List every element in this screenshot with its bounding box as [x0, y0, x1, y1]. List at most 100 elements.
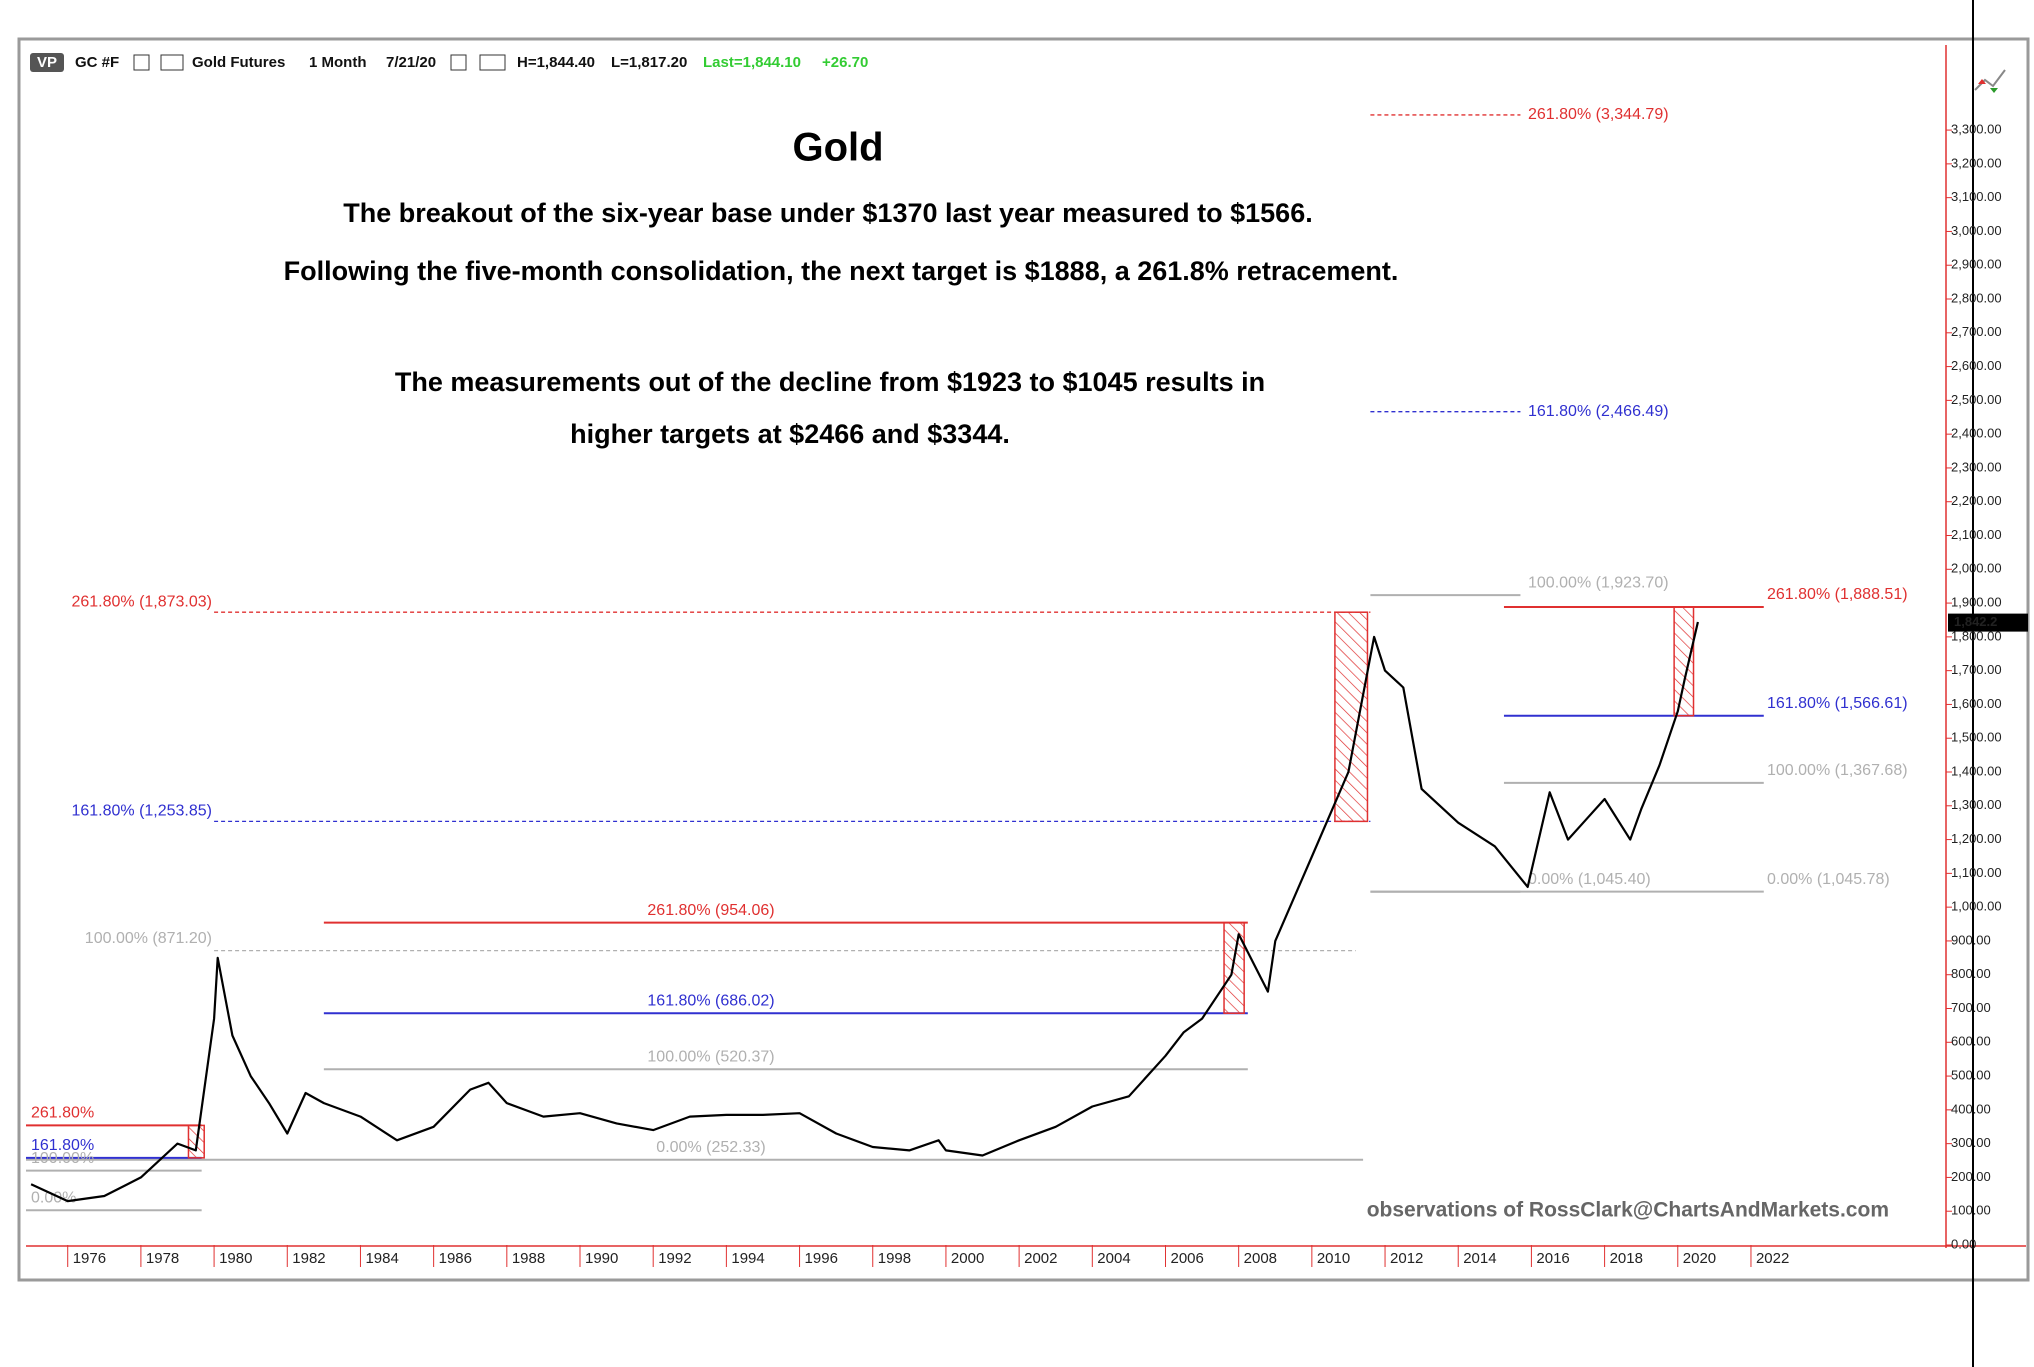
x-tick-label: 2014	[1463, 1250, 1496, 1267]
dropdown[interactable]	[133, 54, 150, 71]
subtitle: The measurements out of the decline from…	[395, 367, 1265, 397]
y-tick-label: 2,600.00	[1951, 358, 2002, 373]
fib-label: 0.00% (1,045.78)	[1767, 871, 1890, 888]
dropdown[interactable]	[479, 54, 506, 71]
target-zone	[1334, 611, 1369, 823]
icon-arrow	[1978, 79, 1986, 84]
y-tick-label: 2,500.00	[1951, 392, 2002, 407]
y-tick-label: 2,700.00	[1951, 324, 2002, 339]
x-tick-label: 1996	[805, 1250, 838, 1267]
x-tick-label: 1986	[439, 1250, 472, 1267]
change: +26.70	[822, 54, 868, 71]
last-price-label: 1,842.2	[1954, 614, 1997, 629]
y-tick-label: 2,800.00	[1951, 290, 2002, 305]
x-tick-label: 2022	[1756, 1250, 1789, 1267]
x-tick-label: 2002	[1024, 1250, 1057, 1267]
x-tick-label: 2020	[1683, 1250, 1716, 1267]
y-tick-label: 700.00	[1951, 1000, 1991, 1015]
fib-label: 161.80%	[31, 1137, 94, 1154]
y-tick-label: 3,000.00	[1951, 223, 2002, 238]
fib-label: 261.80% (1,888.51)	[1767, 586, 1908, 603]
last-price-box	[1948, 613, 2028, 632]
badge-box	[30, 53, 64, 72]
y-tick-label: 500.00	[1951, 1068, 1991, 1083]
y-tick-label: 1,300.00	[1951, 797, 2002, 812]
tool-icon[interactable]	[1974, 69, 2006, 93]
y-tick-label: 900.00	[1951, 932, 1991, 947]
x-tick-label: 2006	[1170, 1250, 1203, 1267]
x-tick-label: 1992	[658, 1250, 691, 1267]
y-tick-label: 100.00	[1951, 1203, 1991, 1218]
target-zone	[1223, 921, 1245, 1014]
badge: VP	[37, 54, 57, 71]
x-tick-label: 2000	[951, 1250, 984, 1267]
fib-label: 100.00%	[31, 1150, 94, 1167]
y-tick-label: 0.00	[1951, 1236, 1976, 1251]
y-tick-label: 1,400.00	[1951, 763, 2002, 778]
fib-label: 100.00% (520.37)	[647, 1048, 774, 1065]
low: L=1,817.20	[611, 54, 687, 71]
y-tick-label: 1,600.00	[1951, 696, 2002, 711]
y-tick-label: 1,800.00	[1951, 628, 2002, 643]
subtitle: higher targets at $2466 and $3344.	[570, 419, 1010, 449]
y-tick-label: 600.00	[1951, 1034, 1991, 1049]
fib-label: 0.00%	[31, 1189, 76, 1206]
y-tick-label: 1,700.00	[1951, 662, 2002, 677]
y-tick-label: 2,100.00	[1951, 527, 2002, 542]
fib-label: 0.00% (1,045.40)	[1528, 871, 1651, 888]
y-tick-label: 2,400.00	[1951, 426, 2002, 441]
y-tick-label: 2,000.00	[1951, 561, 2002, 576]
fib-label: 100.00% (1,367.68)	[1767, 762, 1908, 779]
fib-label: 261.80%	[31, 1105, 94, 1122]
y-tick-label: 1,900.00	[1951, 595, 2002, 610]
symbol[interactable]: GC #F	[75, 54, 119, 71]
x-tick-label: 1980	[219, 1250, 252, 1267]
date: 7/21/20	[386, 54, 436, 71]
price-line	[30, 621, 1699, 1203]
fib-label: 0.00% (252.33)	[656, 1139, 765, 1156]
x-tick-label: 1978	[146, 1250, 179, 1267]
fib-label: 161.80% (686.02)	[647, 992, 774, 1009]
icon-line	[1974, 69, 2006, 91]
instrument: Gold Futures	[192, 54, 285, 71]
y-tick-label: 800.00	[1951, 966, 1991, 981]
period[interactable]: 1 Month	[309, 54, 367, 71]
x-tick-label: 2004	[1097, 1250, 1130, 1267]
fib-label: 261.80% (3,344.79)	[1528, 106, 1669, 123]
fib-label: 261.80% (954.06)	[647, 902, 774, 919]
y-tick-label: 400.00	[1951, 1101, 1991, 1116]
icon-arrow	[1990, 88, 1998, 93]
y-tick-label: 200.00	[1951, 1169, 1991, 1184]
x-tick-label: 2008	[1244, 1250, 1277, 1267]
x-tick-label: 1990	[585, 1250, 618, 1267]
last: Last=1,844.10	[703, 54, 801, 71]
x-tick-label: 1982	[292, 1250, 325, 1267]
chart-title: Gold	[792, 126, 883, 170]
y-tick-label: 3,100.00	[1951, 189, 2002, 204]
x-tick-label: 1976	[73, 1250, 106, 1267]
header: VP GC #F Gold Futures 1 Month 7/21/20 H=…	[30, 53, 868, 72]
dropdown[interactable]	[160, 54, 184, 71]
y-tick-label: 3,300.00	[1951, 122, 2002, 137]
x-tick-label: 1984	[365, 1250, 398, 1267]
dropdown[interactable]	[450, 54, 467, 71]
fib-label: 161.80% (2,466.49)	[1528, 403, 1669, 420]
y-tick-label: 2,300.00	[1951, 459, 2002, 474]
y-tick-label: 1,500.00	[1951, 730, 2002, 745]
y-tick-label: 2,900.00	[1951, 257, 2002, 272]
x-tick-label: 1998	[878, 1250, 911, 1267]
subtitle: The breakout of the six-year base under …	[343, 198, 1312, 228]
fib-label: 100.00% (871.20)	[85, 930, 212, 947]
y-tick-label: 1,200.00	[1951, 831, 2002, 846]
fib-label: 161.80% (1,566.61)	[1767, 695, 1908, 712]
x-tick-label: 2012	[1390, 1250, 1423, 1267]
fib-label: 261.80% (1,873.03)	[71, 593, 212, 610]
y-tick-label: 1,000.00	[1951, 899, 2002, 914]
x-tick-label: 2018	[1610, 1250, 1643, 1267]
y-tick-label: 1,100.00	[1951, 865, 2002, 880]
y-tick-label: 3,200.00	[1951, 155, 2002, 170]
high: H=1,844.40	[517, 54, 595, 71]
x-tick-label: 2016	[1536, 1250, 1569, 1267]
fib-label: 161.80% (1,253.85)	[71, 803, 212, 820]
